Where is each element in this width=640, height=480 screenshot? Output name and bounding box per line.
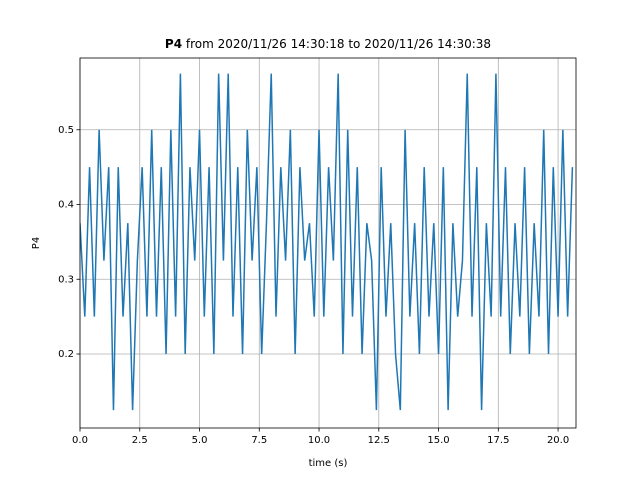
x-tick-label: 7.5 — [251, 435, 267, 446]
x-tick-label: 15.0 — [427, 435, 449, 446]
x-tick-label: 20.0 — [547, 435, 569, 446]
y-axis-label: P4 — [31, 237, 42, 249]
x-tick-label: 2.5 — [132, 435, 148, 446]
x-tick-label: 5.0 — [192, 435, 208, 446]
x-tick-label: 17.5 — [487, 435, 509, 446]
y-tick-label: 0.4 — [58, 200, 74, 211]
y-tick-label: 0.5 — [58, 125, 74, 136]
chart-title: P4 from 2020/11/26 14:30:18 to 2020/11/2… — [165, 37, 491, 51]
x-tick-label: 12.5 — [368, 435, 390, 446]
data-line — [80, 73, 574, 411]
x-axis-label: time (s) — [309, 458, 348, 469]
title-name: P4 — [165, 37, 182, 51]
y-tick-label: 0.3 — [58, 274, 74, 285]
plot-frame — [79, 57, 577, 429]
x-tick-label: 0.0 — [72, 435, 88, 446]
x-tick-label: 10.0 — [308, 435, 330, 446]
y-tick-label: 0.2 — [58, 349, 74, 360]
title-rest: from 2020/11/26 14:30:18 to 2020/11/26 1… — [186, 37, 491, 51]
